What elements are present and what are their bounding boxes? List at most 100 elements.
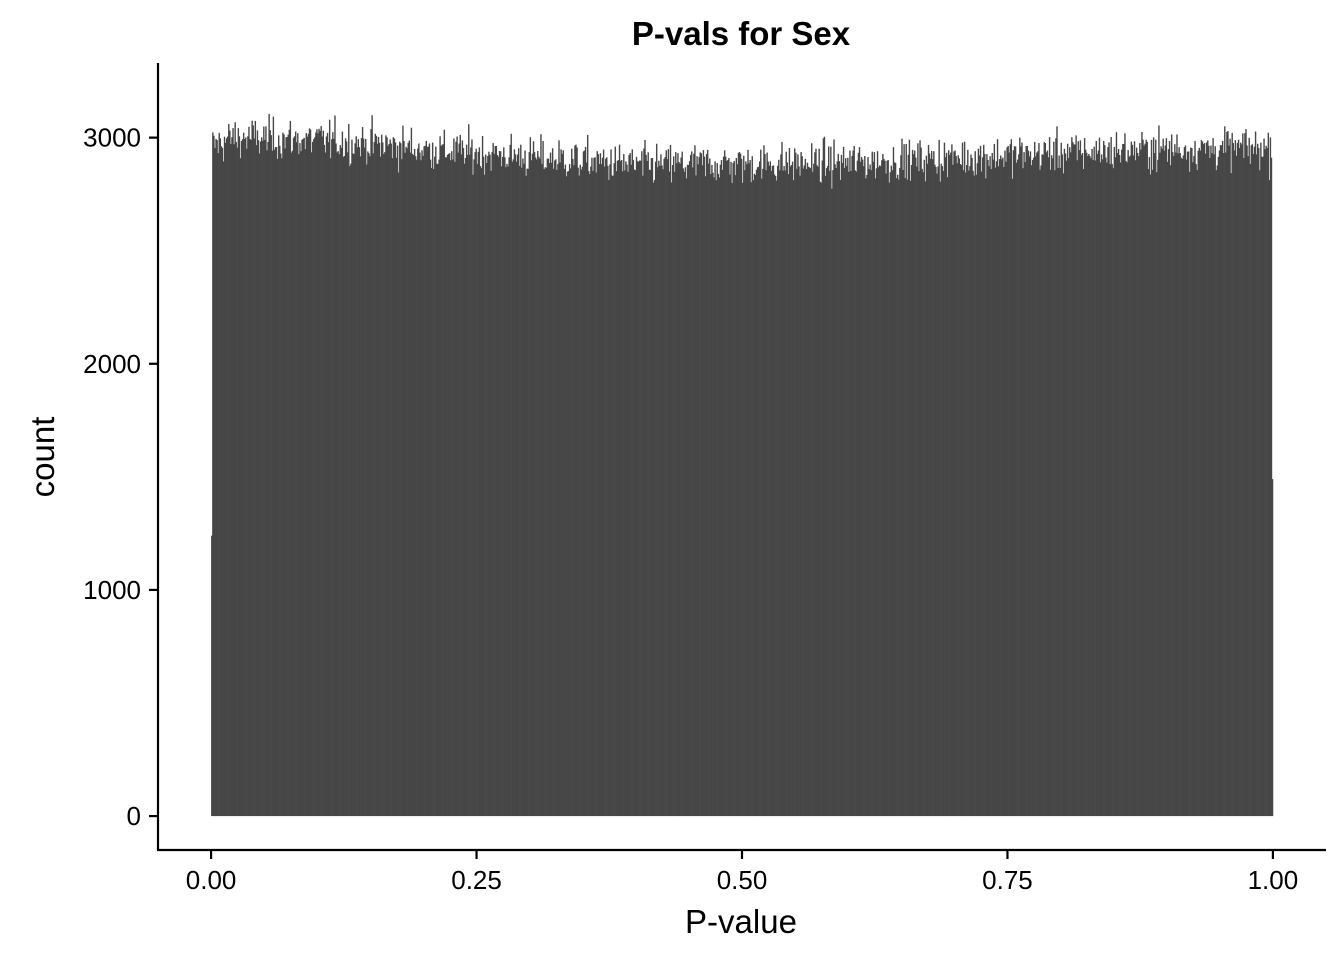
x-tick-label: 0.00 [186, 865, 237, 895]
histogram-bar [918, 171, 920, 817]
histogram-bar [677, 153, 679, 817]
histogram-bar [771, 165, 774, 817]
histogram-bar [1111, 164, 1113, 817]
histogram-bar [305, 133, 307, 817]
histogram-bar [403, 141, 405, 817]
histogram-bar [606, 157, 608, 817]
histogram-bar [356, 147, 358, 817]
histogram-bar [214, 148, 216, 817]
histogram-bar [1234, 140, 1237, 817]
histogram-bar [546, 158, 549, 817]
histogram-bar [833, 139, 835, 817]
histogram-bar [659, 165, 661, 817]
histogram-bar [756, 167, 759, 817]
histogram-bar [632, 160, 635, 817]
histogram-bar [1165, 138, 1168, 817]
histogram-bar [755, 169, 758, 817]
histogram-bar [1038, 143, 1040, 817]
histogram-bar [841, 162, 844, 817]
histogram-bar [685, 178, 688, 817]
histogram-bar [1054, 170, 1056, 817]
histogram-bar [1071, 137, 1073, 817]
histogram-bar [987, 160, 989, 817]
y-tick-label: 2000 [83, 349, 141, 379]
histogram-bar [629, 153, 631, 817]
histogram-bar [796, 168, 798, 817]
histogram-bar [777, 165, 779, 817]
histogram-bar [337, 151, 339, 817]
histogram-bar [662, 169, 664, 817]
histogram-bar [421, 150, 423, 817]
histogram-bar [881, 160, 883, 817]
histogram-bar [772, 165, 775, 817]
histogram-bar [887, 160, 889, 817]
histogram-bar [497, 156, 500, 817]
histogram-bar [692, 167, 694, 817]
histogram-bar [718, 177, 721, 817]
histogram-bar [1224, 126, 1226, 817]
histogram-bar [589, 174, 591, 817]
histogram-bar [1255, 154, 1258, 817]
histogram-bar [543, 169, 545, 817]
histogram-bar [383, 153, 385, 817]
histogram-bar [1063, 148, 1066, 817]
histogram-bar [651, 157, 654, 817]
histogram-bar [240, 141, 243, 817]
histogram-bar [547, 158, 550, 817]
histogram-bar [1254, 131, 1257, 817]
histogram-bar [567, 171, 570, 817]
histogram-bar [719, 164, 722, 817]
histogram-bar [306, 136, 309, 817]
histogram-bar [660, 154, 662, 817]
histogram-bar [238, 136, 241, 817]
histogram-bar [426, 146, 429, 817]
histogram-bar [289, 120, 292, 817]
histogram-bar [358, 147, 361, 817]
histogram-bar [728, 157, 730, 817]
y-tick-label: 0 [127, 801, 141, 831]
histogram-bar [932, 159, 934, 817]
histogram-bar [1245, 129, 1247, 817]
histogram-bar [447, 153, 450, 817]
histogram-bar [1101, 159, 1104, 817]
histogram-bar [802, 168, 804, 817]
histogram-bar [511, 161, 513, 817]
histogram-bar [1241, 144, 1243, 817]
histogram-bar [1221, 141, 1224, 817]
histogram-bar [1070, 152, 1072, 817]
histogram-bar [397, 172, 400, 817]
histogram-bar [722, 156, 725, 817]
histogram-bar [947, 150, 950, 817]
histogram-bar [462, 148, 465, 817]
histogram-bar [527, 168, 529, 817]
histogram-bar [696, 156, 698, 817]
histogram-bar [223, 136, 226, 817]
histogram-bar [667, 149, 670, 817]
histogram-bar [1123, 143, 1125, 817]
histogram-bar [785, 151, 787, 817]
histogram-bar [620, 160, 623, 817]
histogram-bar [1182, 155, 1185, 817]
histogram-bar [582, 151, 585, 817]
histogram-bar [898, 179, 900, 817]
histogram-bar [302, 138, 304, 817]
histogram-bar [837, 153, 839, 817]
histogram-bar [1173, 155, 1175, 817]
histogram-bar [1214, 146, 1216, 817]
histogram-bar [242, 132, 245, 817]
histogram-bar [933, 151, 935, 817]
histogram-bar [508, 157, 510, 817]
histogram-bar [387, 145, 389, 817]
histogram-bar [1139, 143, 1141, 817]
histogram-bar [343, 155, 346, 817]
histogram-bar [663, 158, 665, 817]
histogram-bar [697, 164, 699, 817]
histogram-bar [1129, 155, 1131, 817]
histogram-bar [357, 139, 360, 817]
histogram-bar [532, 141, 535, 817]
histogram-bar [217, 153, 219, 817]
histogram-bar [910, 164, 913, 817]
histogram-bar [1002, 157, 1004, 817]
histogram-bar [1113, 146, 1116, 817]
histogram-bar [520, 144, 522, 817]
